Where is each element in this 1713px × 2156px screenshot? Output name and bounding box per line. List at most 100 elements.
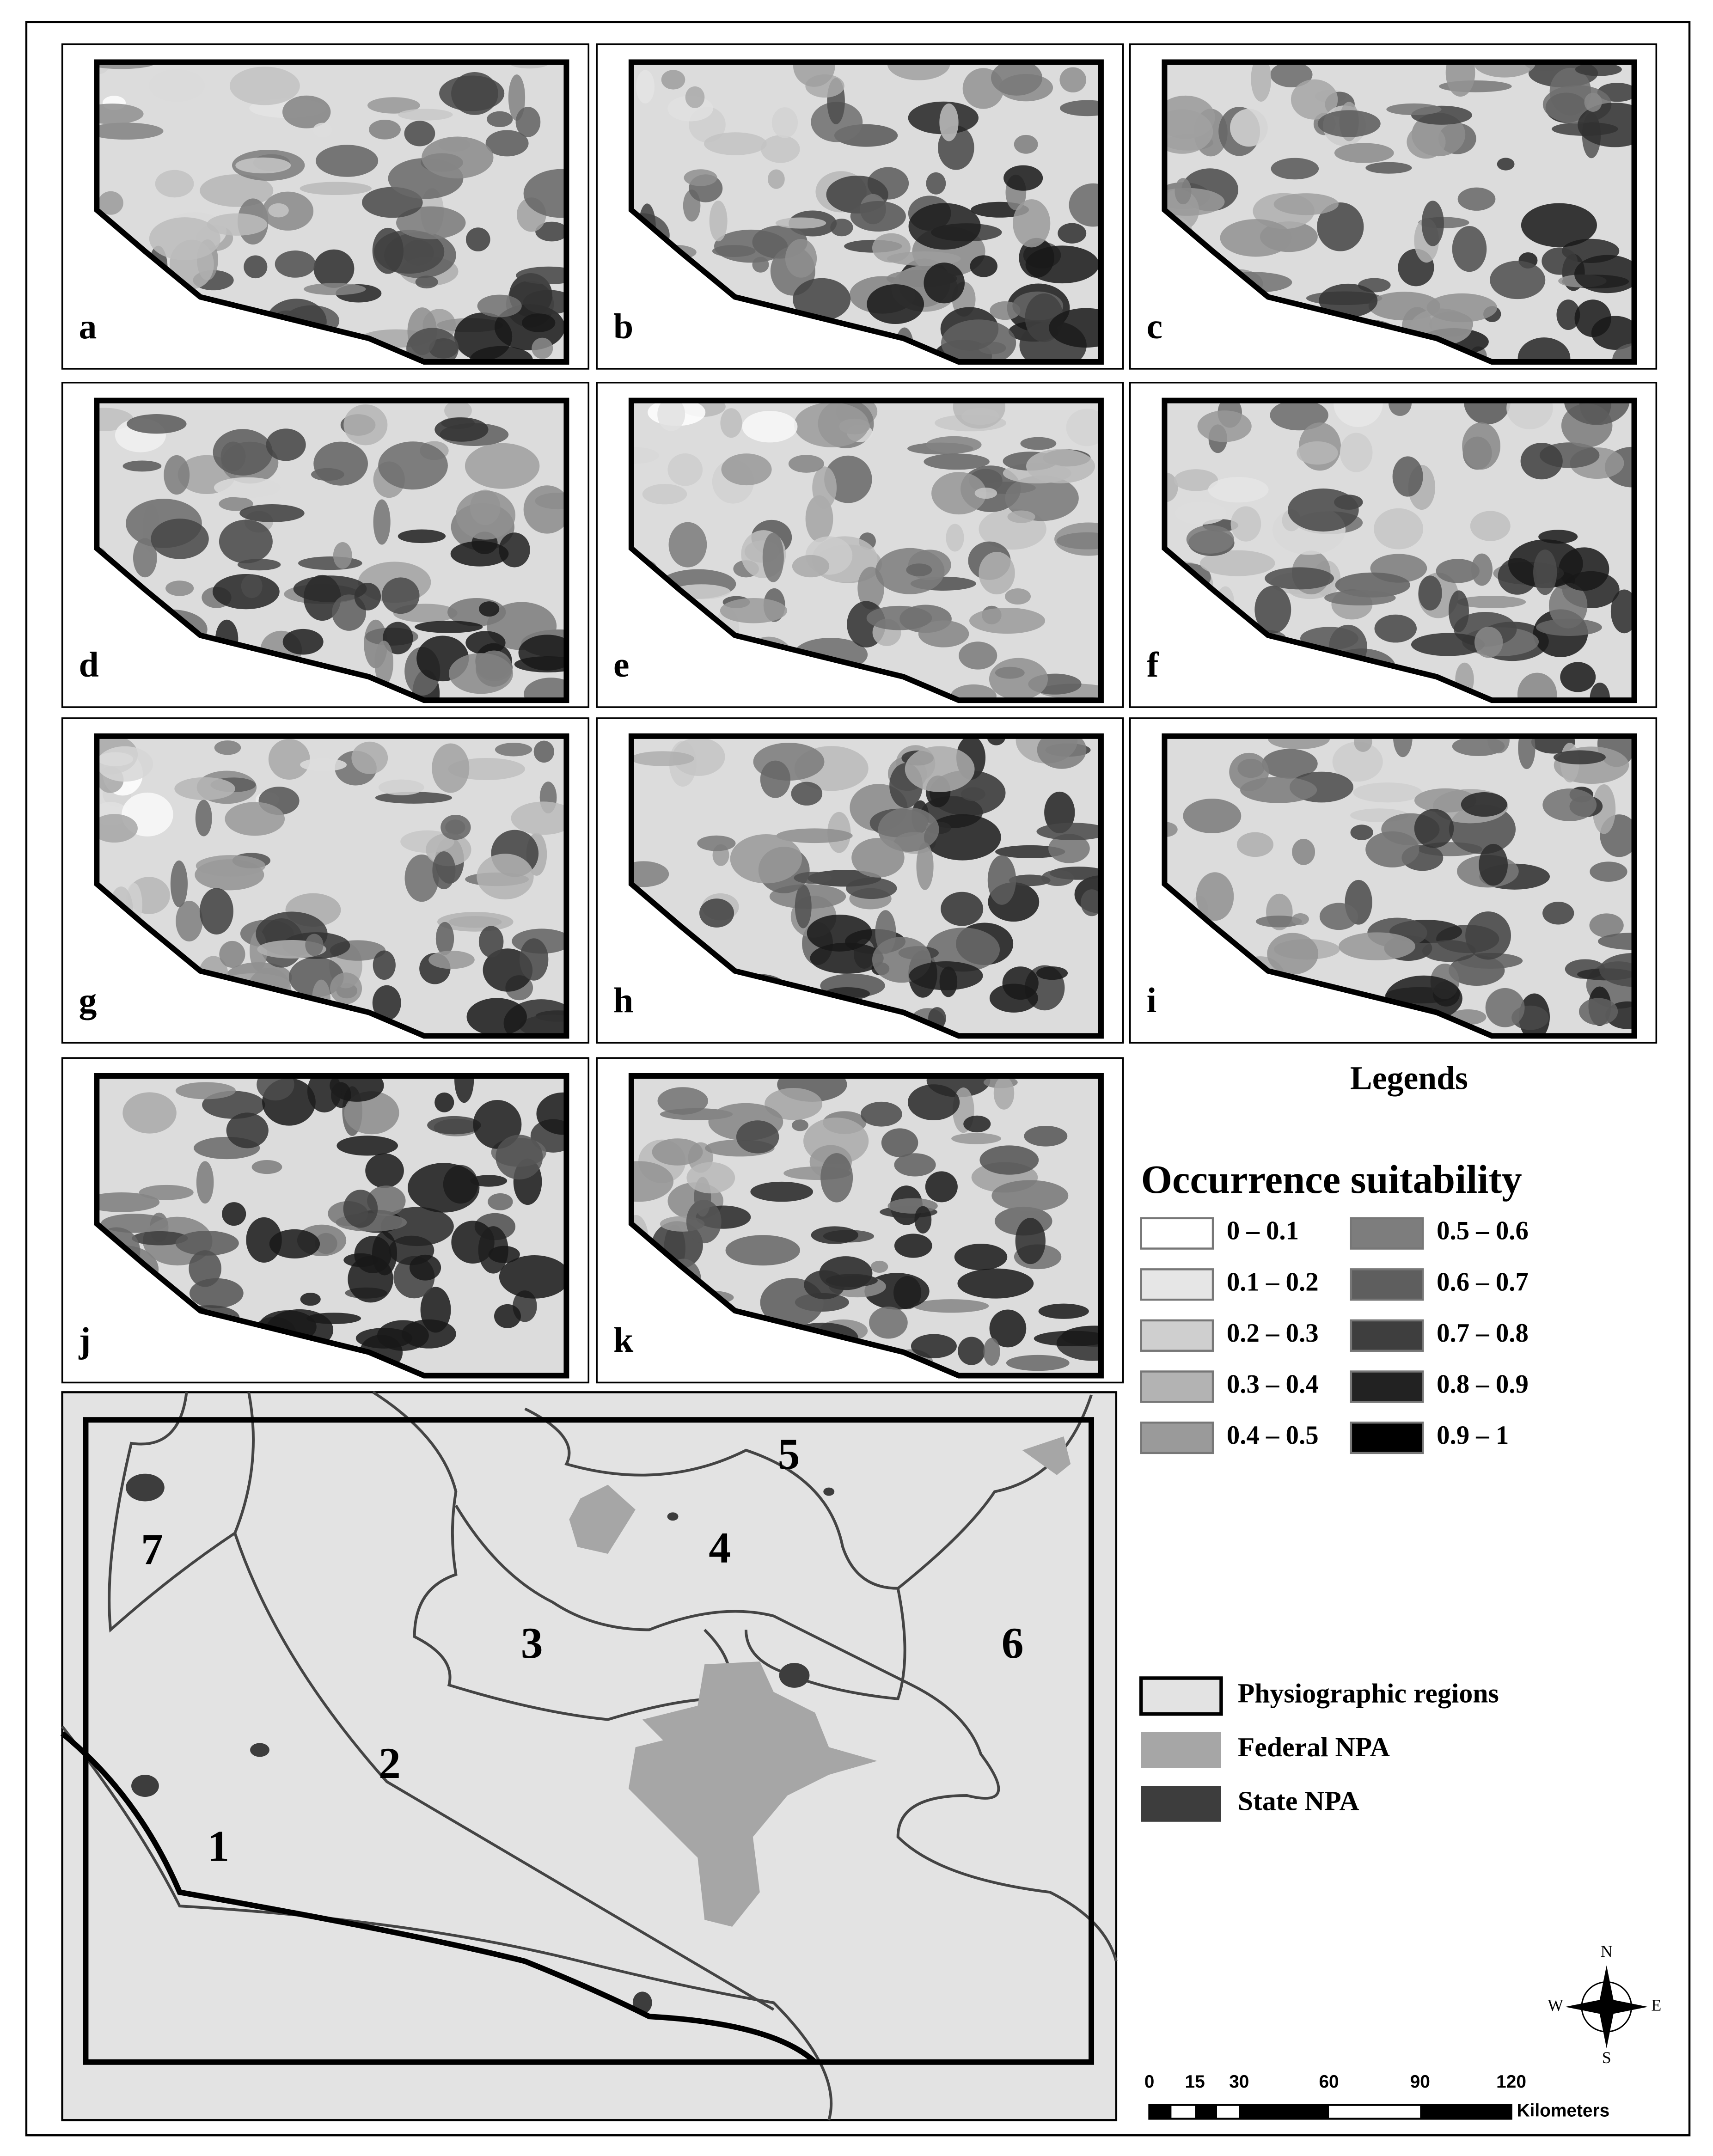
suitability-patch [736, 1120, 779, 1154]
suitability-patch [365, 1153, 404, 1188]
legend-swatch [1141, 1786, 1221, 1822]
suitability-patch [164, 455, 190, 495]
legend-label: 0.7 – 0.8 [1437, 1319, 1529, 1348]
suitability-patch [133, 538, 157, 578]
suitability-patch [1533, 550, 1557, 595]
suitability-patch [408, 1163, 480, 1213]
suitability-patch [97, 408, 134, 431]
suitability-patch [454, 1076, 474, 1103]
suitability-patch [791, 782, 823, 806]
legend-swatch [1140, 1268, 1214, 1301]
scale-label: 30 [1229, 2072, 1249, 2092]
suitability-patch [532, 337, 553, 359]
suitability-patch [422, 136, 494, 179]
suitability-patch [1445, 62, 1475, 97]
suitability-patch [1548, 582, 1588, 629]
panel: i [1129, 717, 1658, 1044]
suitability-patch [686, 1199, 722, 1244]
suitability-patch [950, 684, 997, 701]
suitability-patch [533, 740, 554, 763]
scale-label: 15 [1185, 2072, 1205, 2092]
suitability-patch [1490, 261, 1546, 299]
suitability-patch [1183, 799, 1242, 833]
suitability-patch [788, 455, 824, 473]
suitability-patch [957, 1268, 1034, 1299]
suitability-patch [535, 221, 567, 242]
scale-bar-segment [1195, 2105, 1217, 2119]
suitability-patch [1230, 506, 1261, 542]
suitability-map [97, 400, 567, 701]
suitability-patch [303, 283, 366, 295]
suitability-patch [122, 460, 162, 472]
suitability-patch [1353, 782, 1422, 803]
suitability-patch [752, 257, 769, 273]
scale-bar-segment [1420, 2105, 1511, 2119]
suitability-patch [775, 217, 826, 229]
suitability-patch [926, 928, 1000, 972]
suitability-patch [776, 828, 853, 843]
suitability-patch [916, 842, 934, 890]
compass-letter: E [1651, 1996, 1661, 2014]
panel-label: e [613, 645, 629, 684]
suitability-patch [820, 1153, 853, 1203]
suitability-patch [488, 1193, 513, 1210]
panel: h [596, 717, 1124, 1044]
suitability-patch [219, 519, 273, 563]
suitability-patch [269, 1229, 320, 1258]
suitability-patch [175, 1230, 239, 1256]
panel: c [1129, 43, 1658, 370]
suitability-patch [300, 758, 347, 771]
suitability-patch [268, 739, 310, 780]
suitability-patch [344, 1091, 399, 1135]
suitability-patch [266, 428, 306, 461]
suitability-patch [1044, 791, 1075, 833]
suitability-patch [872, 233, 911, 263]
suitability-patch [1556, 299, 1580, 330]
suitability-patch [465, 443, 540, 489]
suitability-patch [214, 740, 241, 755]
suitability-patch [1038, 1303, 1089, 1319]
suitability-patch [313, 441, 368, 486]
suitability-patch [1584, 92, 1602, 112]
suitability-patch [372, 1231, 398, 1276]
study-area [1162, 397, 1637, 703]
suitability-patch [946, 524, 964, 552]
suitability-patch [1579, 998, 1618, 1026]
study-area [83, 1417, 1095, 2065]
suitability-patch [793, 278, 851, 321]
suitability-patch [225, 802, 285, 836]
suitability-patch [199, 888, 233, 935]
scale-unit: Kilometers [1517, 2101, 1609, 2121]
suitability-map [1164, 736, 1634, 1036]
legend-label: 0.1 – 0.2 [1227, 1267, 1319, 1296]
legend-swatch [1140, 1319, 1214, 1352]
suitability-patch [282, 95, 331, 128]
state-npa [779, 1663, 810, 1688]
suitability-patch [97, 814, 138, 843]
suitability-patch [1006, 1355, 1070, 1371]
suitability-patch [1574, 255, 1634, 293]
suitability-patch [1421, 201, 1444, 246]
study-area [1162, 733, 1637, 1039]
suitability-patch [1591, 316, 1634, 350]
suitability-patch [1517, 672, 1557, 701]
suitability-patch [989, 1309, 1027, 1348]
suitability-patch [315, 1233, 337, 1254]
suitability-patch [1291, 79, 1338, 120]
suitability-patch [499, 1255, 567, 1299]
suitability-patch [761, 135, 800, 163]
compass-letter: N [1601, 1942, 1613, 1961]
suitability-patch [1197, 410, 1252, 442]
border [233, 1533, 775, 2011]
suitability-patch [420, 1287, 451, 1333]
suitability-patch [914, 1206, 932, 1234]
suitability-patch [155, 170, 194, 198]
suitability-patch [867, 284, 924, 324]
suitability-patch [434, 1092, 454, 1112]
suitability-patch [1319, 903, 1358, 930]
suitability-patch [398, 529, 446, 544]
legend-swatch [1139, 1676, 1223, 1716]
study-area [628, 733, 1104, 1039]
suitability-patch [251, 1160, 282, 1174]
suitability-patch [451, 72, 498, 115]
